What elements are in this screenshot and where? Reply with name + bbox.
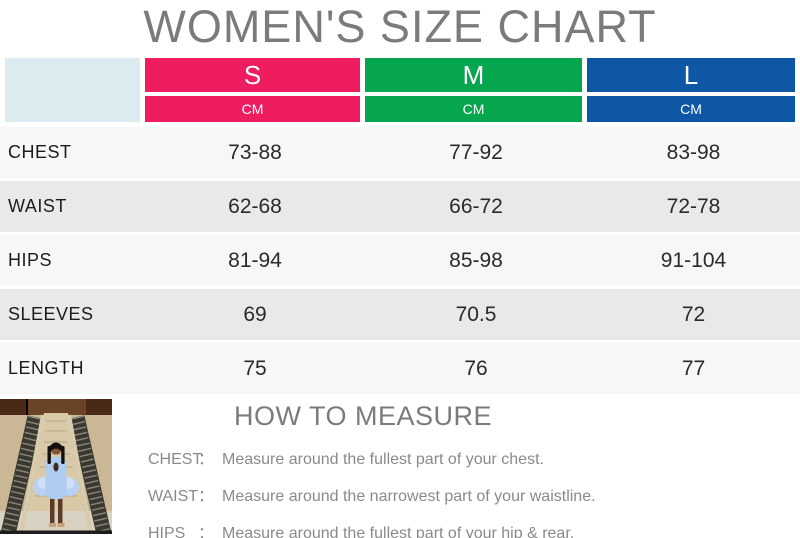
cell-value: 69 <box>243 302 267 326</box>
size-column-m: M CM <box>365 58 582 122</box>
measure-text: Measure around the fullest part of your … <box>222 451 544 468</box>
measure-label: HIPS <box>148 525 186 538</box>
cell-value: 77-92 <box>449 140 503 164</box>
measure-label: CHEST <box>148 451 203 468</box>
cell-value: 62-68 <box>228 194 282 218</box>
row-label: WAIST <box>8 196 67 216</box>
cell-value: 72 <box>681 302 706 326</box>
cell-value: 81-94 <box>228 248 282 272</box>
how-to-measure-title: HOW TO MEASURE <box>233 401 493 431</box>
cell-value: 70.5 <box>455 302 497 326</box>
row-label: CHEST <box>8 142 72 162</box>
how-to-measure-section: HOW TO MEASURE CHEST： Measure around the … <box>0 399 800 538</box>
row-label: SLEEVES <box>8 304 94 324</box>
cell-value: 75 <box>243 356 267 380</box>
size-header-s: S <box>145 58 360 92</box>
measure-colon: ： <box>198 451 215 468</box>
size-table-header: S CM M CM L CM <box>0 58 800 122</box>
table-row-hips: HIPS 81-94 85-98 91-104 <box>0 235 800 286</box>
unit-cell-m: CM <box>365 96 582 122</box>
measure-text: Measure around the fullest part of your … <box>222 525 575 538</box>
row-label: HIPS <box>8 250 53 270</box>
cell-value: 66-72 <box>449 194 503 218</box>
measure-text: Measure around the narrowest part of you… <box>222 488 596 505</box>
unit-cell-s: CM <box>145 96 360 122</box>
cell-value: 76 <box>464 356 488 380</box>
table-row-waist: WAIST 62-68 66-72 72-78 <box>0 181 800 232</box>
cell-value: 91-104 <box>660 248 727 272</box>
model-photo <box>0 399 112 534</box>
size-column-l: L CM <box>587 58 795 122</box>
measure-colon: ： <box>198 525 215 538</box>
corner-cell <box>5 58 140 122</box>
cell-value: 77 <box>681 356 706 380</box>
unit-cell-l: CM <box>587 96 795 122</box>
table-row-sleeves: SLEEVES 69 70.5 72 <box>0 289 800 340</box>
size-header-m: M <box>365 58 582 92</box>
table-row-length: LENGTH 75 76 77 <box>0 343 800 394</box>
size-column-s: S CM <box>145 58 360 122</box>
cell-value: 83-98 <box>666 140 721 164</box>
measure-colon: ： <box>198 488 215 505</box>
measure-item-chest: CHEST： Measure around the fullest part of… <box>148 445 800 469</box>
table-row-chest: CHEST 73-88 77-92 83-98 <box>0 127 800 178</box>
size-table-body: CHEST 73-88 77-92 83-98 WAIST 62-68 66-7… <box>0 127 800 394</box>
measure-label: WAIST <box>148 488 199 505</box>
size-table: S CM M CM L CM CHEST 73-88 77-92 83-98 W… <box>0 58 800 394</box>
size-header-l: L <box>587 58 795 92</box>
measure-item-hips: HIPS ： Measure around the fullest part of … <box>148 519 800 538</box>
page-title: WOMEN'S SIZE CHART <box>143 1 657 52</box>
row-label: LENGTH <box>8 358 85 378</box>
cell-value: 73-88 <box>228 140 282 164</box>
cell-value: 85-98 <box>449 248 503 272</box>
measure-item-waist: WAIST： Measure around the narrowest part … <box>148 482 800 506</box>
measure-instructions: HOW TO MEASURE CHEST： Measure around the … <box>112 399 800 538</box>
cell-value: 72-78 <box>666 194 721 218</box>
